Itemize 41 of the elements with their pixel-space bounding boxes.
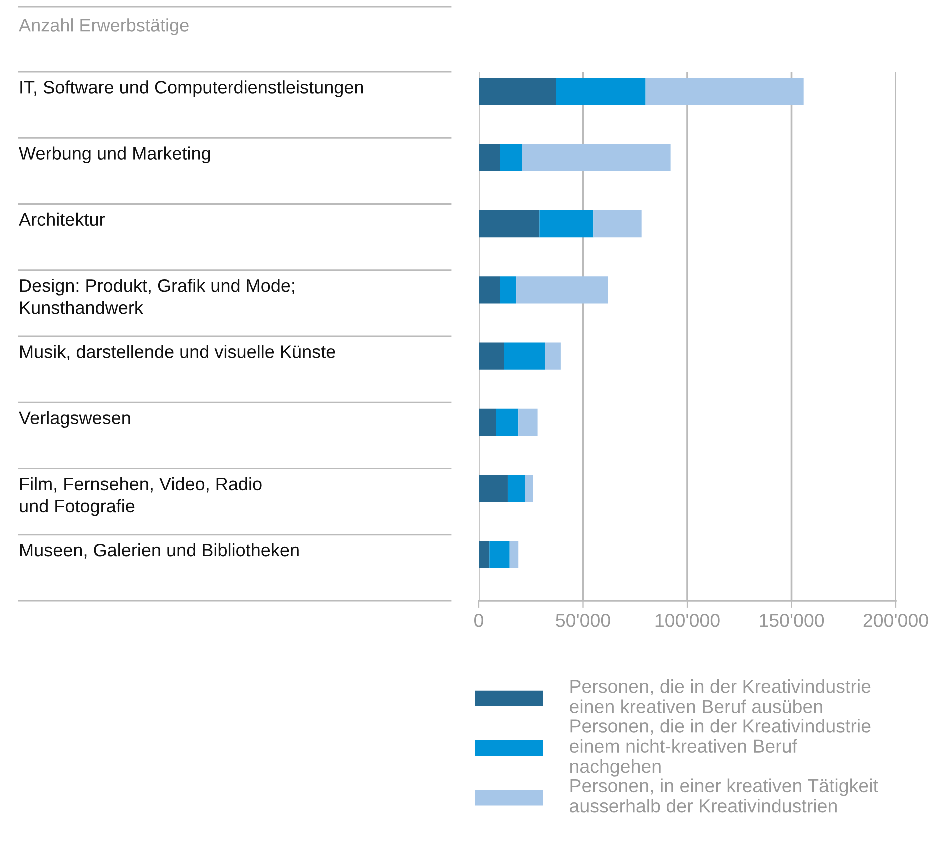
y-tick-label: Musik, darstellende und visuelle Künste — [20, 345, 336, 360]
bar — [500, 144, 522, 172]
bar — [508, 475, 526, 502]
bar — [479, 78, 556, 106]
y-tick-label: Architektur — [19, 212, 105, 226]
bar — [546, 342, 561, 370]
bar — [522, 144, 671, 172]
legend-label: Personen, die in der Kreativindustrie einen kreativen Beruf ausüben — [570, 680, 871, 714]
bar — [500, 276, 517, 304]
bar — [510, 541, 519, 568]
bar — [556, 78, 646, 106]
bar — [479, 541, 490, 568]
bar — [594, 210, 642, 238]
bar — [479, 276, 500, 304]
y-tick-label: Film, Fernsehen, Video, Radio und Fotografie — [20, 477, 262, 516]
bar — [479, 475, 508, 502]
bar — [479, 342, 504, 370]
bar — [518, 408, 538, 436]
y-tick-label: Museen, Galerien und Bibliotheken — [20, 543, 299, 559]
y-tick-label: Design: Produkt, Grafik und Mode; Kunsthandwerk — [20, 278, 294, 314]
x-tick-label: 0 — [474, 614, 484, 628]
bar — [479, 408, 496, 436]
x-tick-label: 50'000 — [556, 614, 610, 628]
y-tick-label: Werbung und Marketing — [19, 146, 210, 164]
x-tick-label: 200'000 — [864, 614, 928, 628]
y-tick-label: IT, Software und Computerdienstleistungen — [20, 80, 364, 98]
bar — [479, 144, 500, 172]
legend-label: Personen, die in der Kreativindustrie einem nicht-kreativen Beruf nachgehen — [570, 719, 871, 777]
text: Anzahl Erwerbstätige — [19, 18, 189, 36]
bar — [525, 475, 533, 502]
bar — [479, 210, 540, 238]
x-tick-label: 150'000 — [760, 614, 824, 628]
x-tick-label: 100'000 — [656, 614, 720, 628]
legend-label: Personen, in einer kreativen Tätigkeit ausserhalb der Kreativindustrien — [570, 778, 878, 813]
bar — [646, 78, 804, 106]
bar — [496, 408, 519, 436]
bar — [504, 342, 546, 370]
y-tick-label: Verlagswesen — [19, 411, 130, 428]
bar — [540, 210, 594, 238]
bar — [490, 541, 510, 568]
bar — [516, 276, 608, 304]
